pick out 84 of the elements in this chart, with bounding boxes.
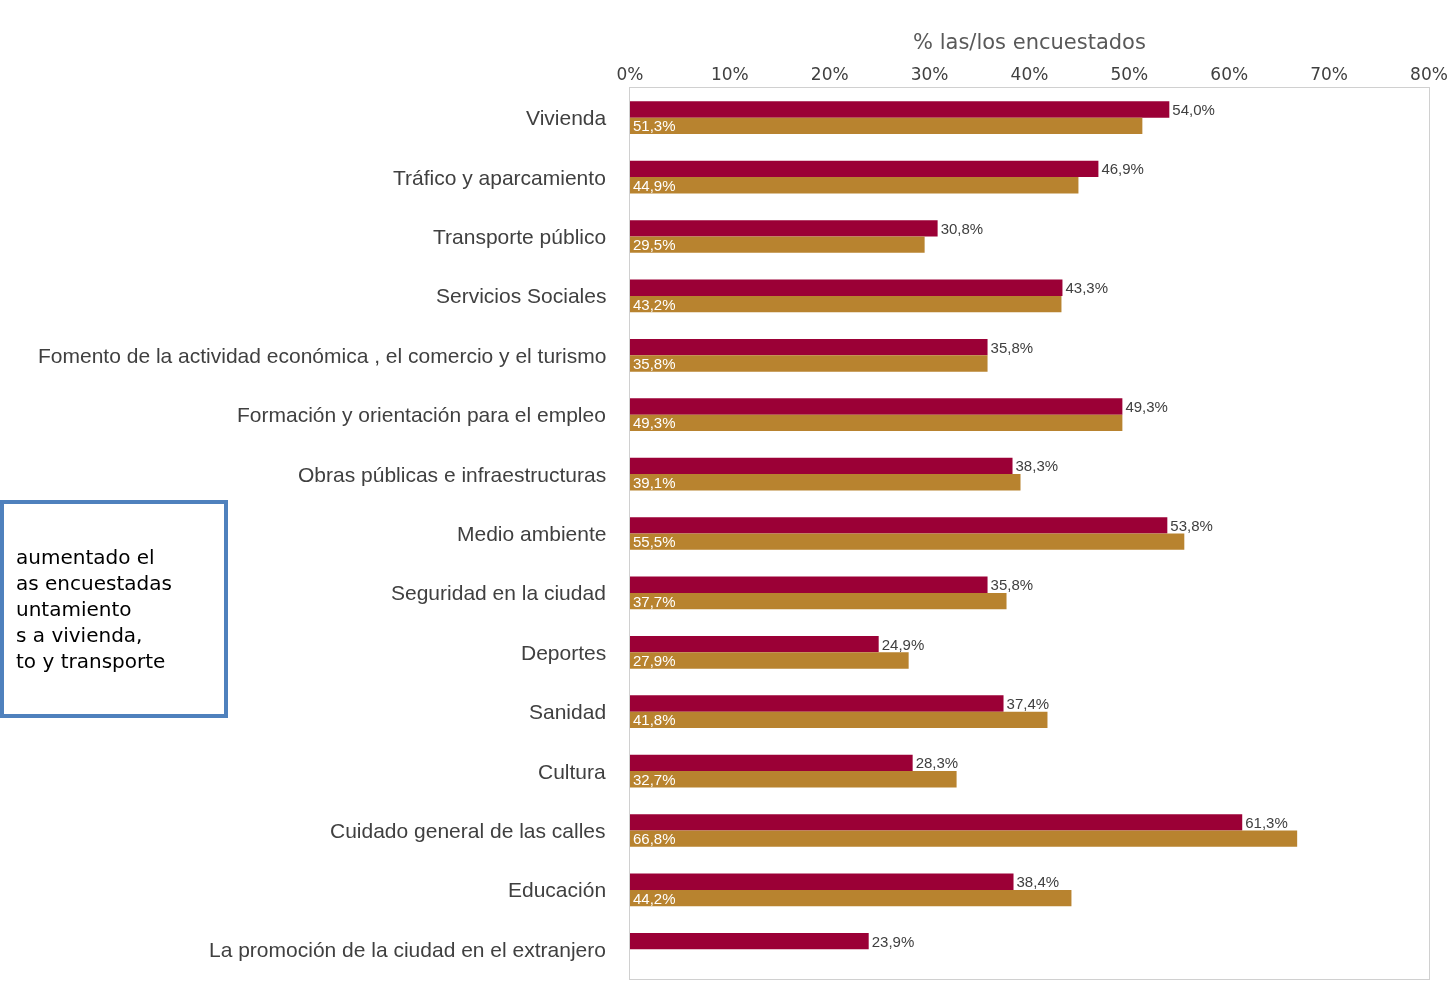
data-label: 35,8% xyxy=(633,354,676,372)
bar xyxy=(630,177,1079,194)
bar xyxy=(630,236,925,253)
y-tick-label: Tráfico y aparcamiento xyxy=(393,166,606,189)
y-tick-label: Seguridad en la ciudad xyxy=(391,581,606,604)
bar xyxy=(630,398,1123,415)
y-tick-label: Deportes xyxy=(521,641,607,664)
data-label: 28,3% xyxy=(915,754,959,772)
bar xyxy=(630,338,988,356)
data-label: 41,8% xyxy=(633,711,676,729)
data-label: 61,3% xyxy=(1245,813,1288,831)
y-tick-label: La promoción de la ciudad en el extranjero xyxy=(209,938,606,961)
data-label: 46,9% xyxy=(1101,160,1144,178)
bar xyxy=(630,754,913,772)
bar xyxy=(630,873,1014,890)
x-tick-label: 70% xyxy=(1310,64,1349,85)
bar xyxy=(630,652,909,669)
text: aumentado el as encuestadas untamiento s a vivienda, to y transporte xyxy=(16,545,172,673)
y-tick-label: Fomento de la actividad económica , el comercio y el turismo xyxy=(38,344,607,367)
bar xyxy=(630,771,957,788)
bar xyxy=(630,117,1143,135)
x-tick-label: 0% xyxy=(616,64,644,85)
bar xyxy=(630,279,1063,296)
bar xyxy=(630,932,869,950)
data-label: 44,2% xyxy=(633,889,676,907)
data-label: 35,8% xyxy=(990,576,1034,594)
data-label: 49,3% xyxy=(1125,398,1168,416)
bar xyxy=(630,711,1048,729)
y-tick-label: Cultura xyxy=(538,760,607,783)
x-tick-label: 40% xyxy=(1010,64,1049,85)
y-tick-label: Vivienda xyxy=(526,106,607,129)
y-tick-label: Educación xyxy=(508,878,607,901)
bar xyxy=(630,517,1168,534)
y-tick-label: Obras públicas e infraestructuras xyxy=(298,463,607,486)
data-label: 53,8% xyxy=(1170,516,1213,534)
data-label: 43,2% xyxy=(633,295,676,313)
data-label: 27,9% xyxy=(633,651,676,669)
y-tick-label: Transporte público xyxy=(433,225,607,248)
bar xyxy=(630,695,1004,712)
bar xyxy=(630,576,988,593)
data-label: 43,3% xyxy=(1065,279,1109,297)
data-label: 29,5% xyxy=(633,236,676,254)
data-label: 24,9% xyxy=(881,635,925,653)
bar xyxy=(630,295,1062,313)
y-tick-label: Sanidad xyxy=(529,700,607,723)
bar xyxy=(630,355,988,372)
x-tick-label: 10% xyxy=(710,64,749,85)
y-tick-label: Servicios Sociales xyxy=(436,284,607,307)
data-label: 38,4% xyxy=(1016,873,1060,891)
y-tick-label: Cuidado general de las calles xyxy=(330,819,606,842)
y-tick-label: Medio ambiente xyxy=(457,522,607,545)
bar xyxy=(630,814,1243,831)
data-label: 37,7% xyxy=(633,592,676,610)
bar xyxy=(630,474,1021,491)
data-label: 55,5% xyxy=(633,533,676,551)
bar xyxy=(630,457,1013,475)
bar xyxy=(630,592,1007,610)
bar xyxy=(630,533,1185,550)
y-tick-label: Formación y orientación para el empleo xyxy=(237,403,606,426)
x-tick-label: 20% xyxy=(810,64,849,85)
data-label: 66,8% xyxy=(633,830,676,848)
data-label: 44,9% xyxy=(633,176,676,194)
x-tick-label: 60% xyxy=(1210,64,1249,85)
x-tick-label: 30% xyxy=(910,64,949,85)
data-label: 32,7% xyxy=(633,770,676,788)
data-label: 23,9% xyxy=(871,932,915,950)
bar xyxy=(630,220,938,237)
data-label: 30,8% xyxy=(940,219,984,237)
bar xyxy=(630,414,1123,432)
data-label: 35,8% xyxy=(990,338,1034,356)
x-tick-label: 80% xyxy=(1410,64,1448,85)
bar xyxy=(630,101,1170,118)
bar xyxy=(630,889,1072,907)
data-label: 49,3% xyxy=(633,414,676,432)
x-tick-label: 50% xyxy=(1110,64,1149,85)
bar xyxy=(630,635,879,653)
data-label: 51,3% xyxy=(633,117,676,135)
data-label: 54,0% xyxy=(1172,101,1215,119)
bar xyxy=(630,160,1099,178)
data-label: 38,3% xyxy=(1015,457,1059,475)
x-axis-title: % las/los encuestados xyxy=(913,30,1146,55)
data-label: 39,1% xyxy=(633,473,676,491)
data-label: 37,4% xyxy=(1006,695,1050,713)
bar xyxy=(630,830,1298,847)
